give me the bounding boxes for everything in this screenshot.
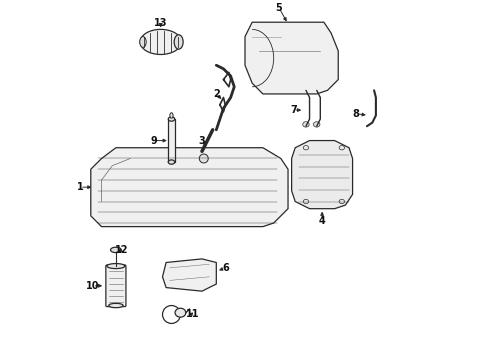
Text: 8: 8 (353, 109, 360, 119)
FancyBboxPatch shape (106, 265, 126, 307)
Text: 7: 7 (290, 105, 297, 115)
Ellipse shape (174, 35, 183, 49)
Ellipse shape (168, 117, 175, 121)
Text: 13: 13 (154, 18, 168, 28)
Ellipse shape (109, 303, 123, 308)
Polygon shape (245, 22, 338, 94)
Text: 1: 1 (76, 182, 83, 192)
Text: 4: 4 (318, 216, 325, 226)
FancyBboxPatch shape (168, 119, 175, 162)
Ellipse shape (140, 30, 181, 54)
Ellipse shape (175, 308, 186, 317)
Text: 9: 9 (150, 136, 157, 145)
Text: 10: 10 (86, 281, 99, 291)
Text: 6: 6 (222, 263, 229, 273)
Ellipse shape (314, 122, 320, 127)
Ellipse shape (199, 154, 208, 163)
Ellipse shape (170, 113, 173, 118)
Text: 5: 5 (276, 3, 282, 13)
Ellipse shape (168, 160, 175, 164)
Polygon shape (163, 259, 216, 291)
Text: 3: 3 (198, 136, 205, 145)
Text: 12: 12 (115, 245, 128, 255)
Text: 2: 2 (213, 89, 220, 99)
Text: 11: 11 (186, 310, 200, 319)
Ellipse shape (303, 122, 309, 127)
Polygon shape (91, 148, 288, 226)
Ellipse shape (140, 37, 146, 47)
Ellipse shape (111, 247, 122, 253)
Ellipse shape (107, 264, 125, 269)
Polygon shape (292, 140, 353, 209)
